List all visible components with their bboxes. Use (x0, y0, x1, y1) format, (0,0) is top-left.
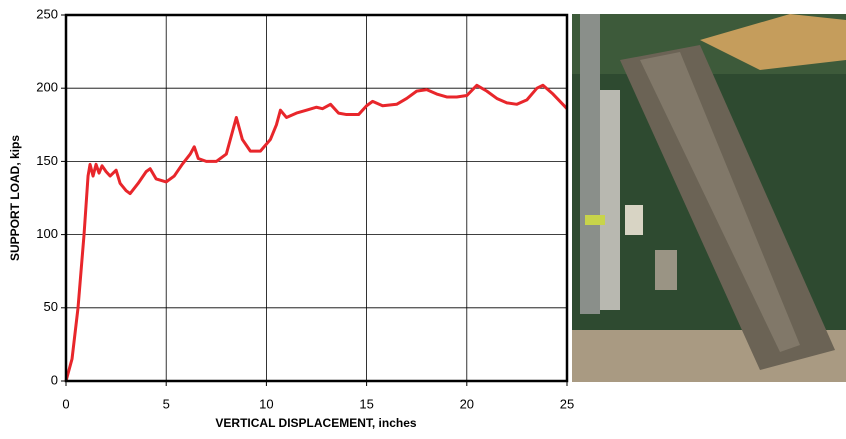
photo-light (585, 215, 605, 225)
x-tick-label: 0 (62, 396, 69, 411)
photo-post (600, 90, 620, 310)
x-tick-label: 25 (560, 396, 574, 411)
photo-instrument (625, 205, 643, 235)
y-tick-label: 150 (36, 153, 58, 168)
plot-area (66, 15, 567, 381)
y-axis-title: SUPPORT LOAD, kips (8, 135, 22, 261)
photo-column-highlight (640, 52, 800, 352)
y-tick-label: 100 (36, 226, 58, 241)
photo-wood-block (700, 14, 846, 70)
y-tick-label: 200 (36, 80, 58, 95)
chart: VERTICAL DISPLACEMENT, inches SUPPORT LO… (8, 6, 574, 430)
x-tick-label: 5 (163, 396, 170, 411)
plot-border (64, 13, 569, 383)
photo (572, 14, 846, 382)
y-tick-label: 50 (44, 299, 58, 314)
data-line (64, 83, 569, 382)
x-axis-title: VERTICAL DISPLACEMENT, inches (215, 416, 416, 430)
photo-instrument (655, 250, 677, 290)
photo-post (580, 14, 600, 314)
x-tick-label: 15 (359, 396, 373, 411)
y-tick-label: 250 (36, 6, 58, 21)
y-tick-label: 0 (51, 372, 58, 387)
x-tick-label: 10 (259, 396, 273, 411)
x-tick-label: 20 (460, 396, 474, 411)
